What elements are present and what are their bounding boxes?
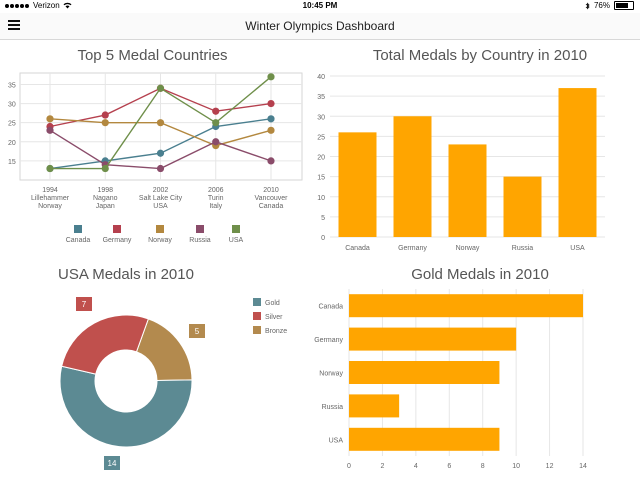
bar-canada xyxy=(339,132,377,237)
line-x-tick-label: Salt Lake City xyxy=(139,195,183,202)
bar-russia xyxy=(504,177,542,237)
bar-y-tick-label: 10 xyxy=(317,195,325,202)
donut-legend-label-bronze: Bronze xyxy=(265,328,287,335)
line-y-tick-label: 25 xyxy=(8,121,16,128)
line-y-tick-label: 30 xyxy=(8,102,16,109)
line-x-tick-label: Lillehammer xyxy=(31,195,70,202)
hbar-x-tick-label: 8 xyxy=(481,463,485,470)
donut-slice-silver xyxy=(62,315,149,374)
bar-y-tick-label: 15 xyxy=(317,175,325,182)
bar-y-tick-label: 35 xyxy=(317,94,325,101)
legend-swatch-russia xyxy=(196,225,204,233)
hbar-x-tick-label: 10 xyxy=(512,463,520,470)
hbar-x-tick-label: 14 xyxy=(579,463,587,470)
hbar-x-tick-label: 0 xyxy=(347,463,351,470)
line-point-russia xyxy=(267,157,274,164)
legend-swatch-canada xyxy=(74,225,82,233)
line-point-russia xyxy=(46,127,53,134)
bar-norway xyxy=(449,144,487,237)
hbar-usa xyxy=(349,428,499,451)
donut-legend-swatch-bronze xyxy=(253,326,261,334)
line-x-tick-label: Norway xyxy=(38,203,62,210)
legend-swatch-norway xyxy=(156,225,164,233)
legend-label-russia: Russia xyxy=(189,237,211,244)
legend-swatch-germany xyxy=(113,225,121,233)
hbar-norway xyxy=(349,361,499,384)
bar-germany xyxy=(394,116,432,237)
line-y-tick-label: 15 xyxy=(8,159,16,166)
line-y-tick-label: 35 xyxy=(8,82,16,89)
bar-x-tick-label: Russia xyxy=(512,245,534,252)
line-point-usa xyxy=(102,165,109,172)
line-point-germany xyxy=(267,100,274,107)
line-x-tick-label: 2010 xyxy=(263,187,279,194)
hbar-y-tick-label: Russia xyxy=(322,404,344,411)
bar-y-tick-label: 40 xyxy=(317,74,325,81)
line-point-usa xyxy=(157,85,164,92)
bar-x-tick-label: Canada xyxy=(345,245,370,252)
legend-label-germany: Germany xyxy=(103,237,132,244)
line-x-tick-label: USA xyxy=(153,203,168,210)
hbar-y-tick-label: USA xyxy=(329,437,344,444)
bar-y-tick-label: 30 xyxy=(317,114,325,121)
donut-legend-label-silver: Silver xyxy=(265,314,283,321)
line-point-usa xyxy=(267,73,274,80)
line-point-germany xyxy=(102,111,109,118)
legend-label-usa: USA xyxy=(229,237,244,244)
line-point-norway xyxy=(46,115,53,122)
donut-legend-swatch-gold xyxy=(253,298,261,306)
bar-x-tick-label: Germany xyxy=(398,245,427,252)
line-point-usa xyxy=(212,119,219,126)
bar-y-tick-label: 5 xyxy=(321,215,325,222)
line-x-tick-label: Vancouver xyxy=(255,195,289,202)
line-y-tick-label: 20 xyxy=(8,140,16,147)
donut-legend-label-gold: Gold xyxy=(265,300,280,307)
line-x-tick-label: Nagano xyxy=(93,195,118,202)
hbar-x-tick-label: 2 xyxy=(380,463,384,470)
donut-value-label-bronze: 5 xyxy=(195,327,200,336)
hbar-y-tick-label: Germany xyxy=(314,337,343,344)
hbar-y-tick-label: Norway xyxy=(319,371,343,378)
legend-label-norway: Norway xyxy=(148,237,172,244)
line-x-tick-label: Turin xyxy=(208,195,224,202)
bar-x-tick-label: USA xyxy=(570,245,585,252)
hbar-x-tick-label: 6 xyxy=(447,463,451,470)
line-point-russia xyxy=(212,138,219,145)
line-x-tick-label: Japan xyxy=(96,203,115,210)
line-point-norway xyxy=(157,119,164,126)
hbar-x-tick-label: 12 xyxy=(546,463,554,470)
line-x-tick-label: 2006 xyxy=(208,187,224,194)
line-x-tick-label: 1998 xyxy=(97,187,113,194)
line-point-norway xyxy=(267,127,274,134)
line-point-russia xyxy=(157,165,164,172)
bar-y-tick-label: 25 xyxy=(317,134,325,141)
line-x-tick-label: 1994 xyxy=(42,187,58,194)
hbar-x-tick-label: 4 xyxy=(414,463,418,470)
bar-y-tick-label: 0 xyxy=(321,235,325,242)
bar-usa xyxy=(559,88,597,237)
line-point-canada xyxy=(157,150,164,157)
line-point-canada xyxy=(267,115,274,122)
line-x-tick-label: 2002 xyxy=(153,187,169,194)
line-point-norway xyxy=(102,119,109,126)
hbar-russia xyxy=(349,394,399,417)
donut-legend-swatch-silver xyxy=(253,312,261,320)
line-point-usa xyxy=(46,165,53,172)
legend-swatch-usa xyxy=(232,225,240,233)
line-point-germany xyxy=(212,108,219,115)
hbar-y-tick-label: Canada xyxy=(318,304,343,311)
line-x-tick-label: Italy xyxy=(209,203,222,210)
hbar-canada xyxy=(349,294,583,317)
line-x-tick-label: Canada xyxy=(259,203,284,210)
legend-label-canada: Canada xyxy=(66,237,91,244)
bar-x-tick-label: Norway xyxy=(456,245,480,252)
donut-value-label-silver: 7 xyxy=(82,300,87,309)
bar-y-tick-label: 20 xyxy=(317,155,325,162)
donut-value-label-gold: 14 xyxy=(108,459,117,468)
hbar-germany xyxy=(349,328,516,351)
